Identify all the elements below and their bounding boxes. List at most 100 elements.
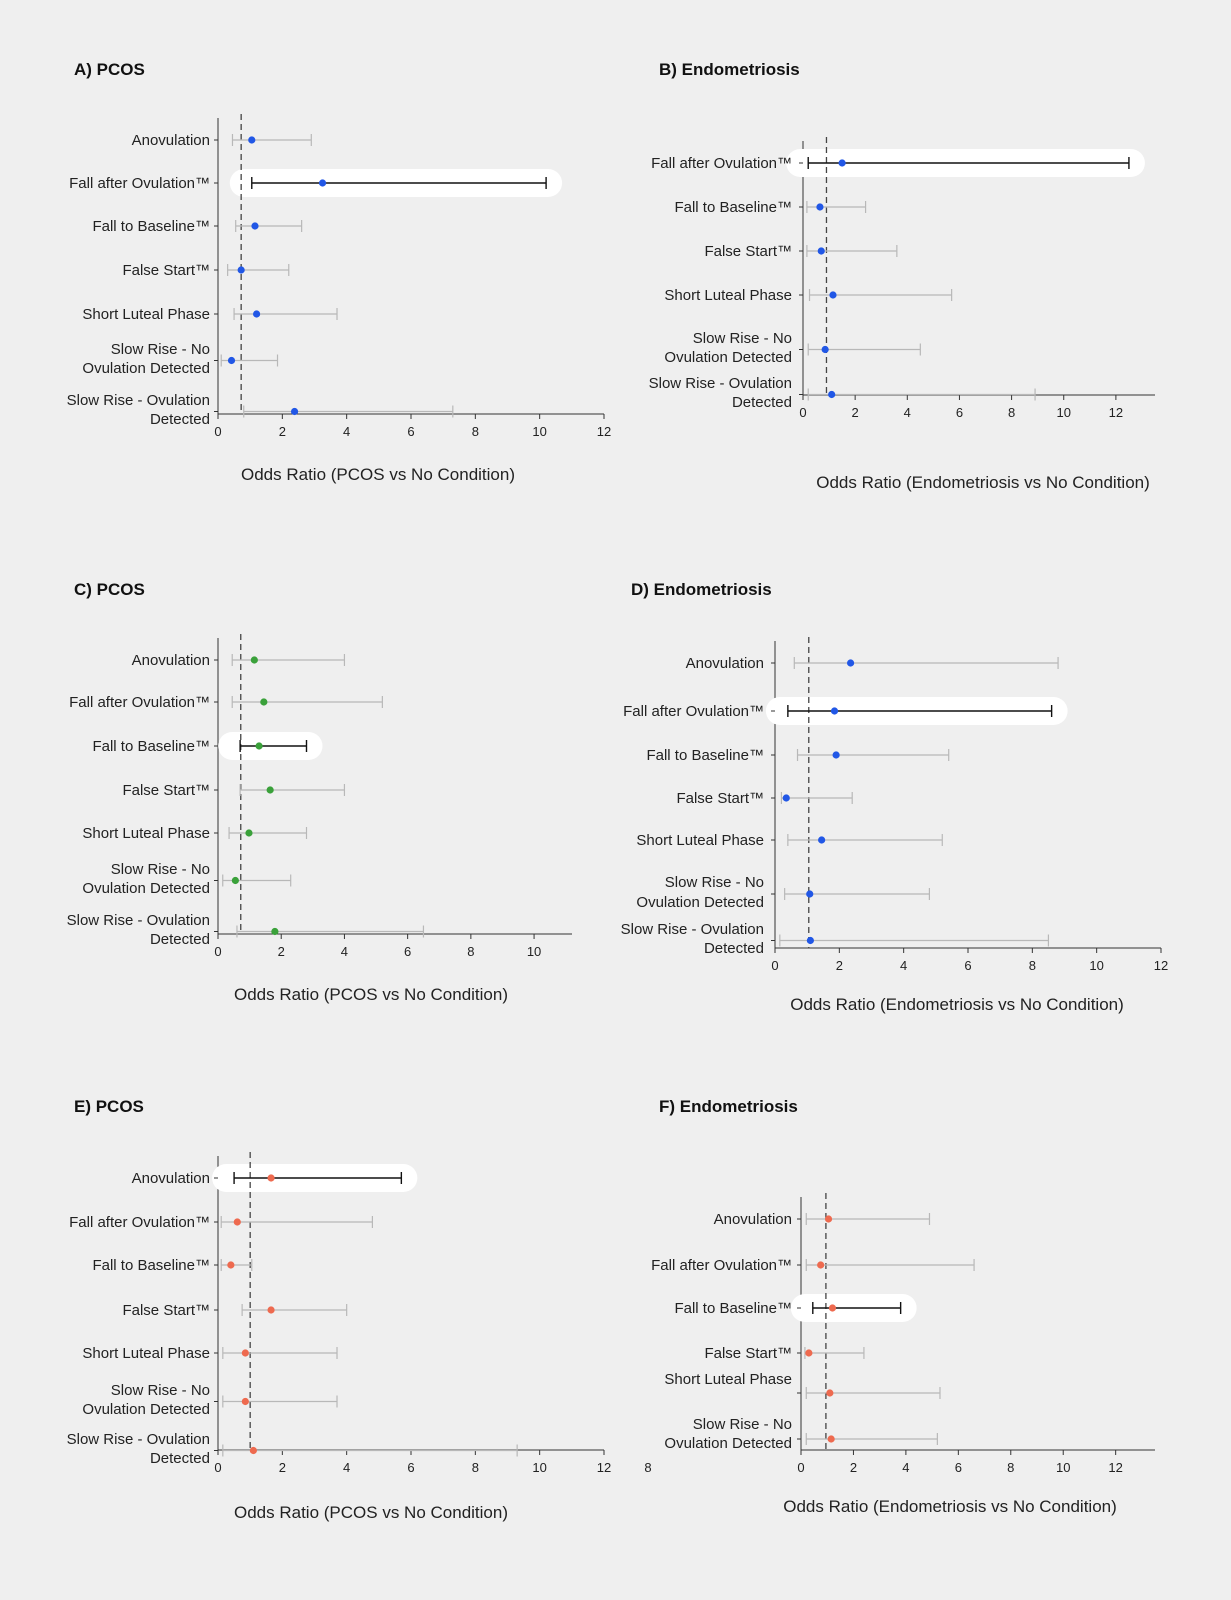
odds-ratio-point bbox=[806, 890, 814, 898]
odds-ratio-point bbox=[267, 1174, 275, 1182]
x-tick-label: 12 bbox=[1154, 958, 1168, 973]
x-tick-label: 12 bbox=[1108, 1460, 1122, 1475]
odds-ratio-point bbox=[816, 203, 824, 211]
x-tick-label: 0 bbox=[214, 424, 221, 439]
category-label: False Start™ bbox=[704, 243, 792, 260]
x-tick-label: 2 bbox=[278, 944, 285, 959]
panel-d: D) Endometriosis 0 2 4 6 8 10 12 Odds Ratio (End… bbox=[621, 580, 1169, 1014]
category-label: Short Luteal Phase bbox=[82, 825, 210, 842]
x-tick-label: 4 bbox=[904, 405, 911, 420]
category-label: Fall after Ovulation™ bbox=[69, 694, 210, 711]
panel-e: E) PCOS 0 2 4 6 8 10 12 Odds Ratio (PCOS vs No C… bbox=[67, 1097, 612, 1522]
category-label: Anovulation bbox=[132, 652, 210, 669]
category-label: Slow Rise - Ovulation Detected bbox=[67, 912, 210, 948]
category-label: False Start™ bbox=[122, 782, 210, 799]
category-label: False Start™ bbox=[704, 1345, 792, 1362]
category-label: Fall to Baseline™ bbox=[92, 738, 210, 755]
x-tick-label: 10 bbox=[532, 1460, 546, 1475]
x-tick-label-extra: 8 bbox=[644, 1460, 651, 1475]
category-label: Slow Rise - No Ovulation Detected bbox=[664, 1416, 792, 1452]
x-tick-label: 0 bbox=[799, 405, 806, 420]
x-tick-label: 0 bbox=[214, 1460, 221, 1475]
x-axis-label: Odds Ratio (PCOS vs No Condition) bbox=[234, 985, 508, 1004]
x-tick-label: 12 bbox=[1109, 405, 1123, 420]
odds-ratio-point bbox=[248, 136, 256, 144]
x-tick-label: 4 bbox=[343, 424, 350, 439]
x-tick-label: 2 bbox=[850, 1460, 857, 1475]
x-tick-label: 4 bbox=[341, 944, 348, 959]
odds-ratio-point bbox=[832, 751, 840, 759]
panel-title: D) Endometriosis bbox=[631, 580, 772, 599]
panel-c: C) PCOS 0 2 4 6 8 10 Odds Ratio (PCOS vs No Con… bbox=[67, 580, 572, 1004]
odds-ratio-point bbox=[249, 1446, 257, 1455]
odds-ratio-point bbox=[821, 345, 829, 354]
category-label: Short Luteal Phase bbox=[664, 1371, 792, 1388]
x-tick-label: 0 bbox=[214, 944, 221, 959]
odds-ratio-point bbox=[251, 222, 259, 230]
x-tick-label: 8 bbox=[472, 1460, 479, 1475]
odds-ratio-point bbox=[227, 1261, 235, 1269]
x-tick-label: 12 bbox=[597, 424, 611, 439]
x-tick-label: 8 bbox=[1029, 958, 1036, 973]
x-axis-label: Odds Ratio (Endometriosis vs No Conditio… bbox=[816, 473, 1150, 492]
category-label: Fall after Ovulation™ bbox=[651, 155, 792, 172]
x-tick-label: 10 bbox=[527, 944, 541, 959]
odds-ratio-point bbox=[817, 1261, 825, 1269]
category-label: Fall to Baseline™ bbox=[674, 199, 792, 216]
odds-ratio-point bbox=[828, 1304, 837, 1312]
odds-ratio-point bbox=[237, 266, 245, 274]
panel-title: C) PCOS bbox=[74, 580, 145, 599]
category-label: Slow Rise - Ovulation Detected bbox=[67, 1431, 210, 1467]
odds-ratio-point bbox=[245, 829, 253, 837]
x-tick-label: 4 bbox=[343, 1460, 350, 1475]
category-label: Fall after Ovulation™ bbox=[69, 175, 210, 192]
odds-ratio-point bbox=[805, 1349, 813, 1357]
x-tick-label: 2 bbox=[852, 405, 859, 420]
odds-ratio-point bbox=[846, 659, 855, 667]
odds-ratio-point bbox=[267, 1306, 275, 1314]
category-label: Anovulation bbox=[132, 1170, 210, 1187]
odds-ratio-point bbox=[806, 936, 814, 945]
x-tick-label: 8 bbox=[1008, 405, 1015, 420]
panel-title: A) PCOS bbox=[74, 60, 145, 79]
category-label: False Start™ bbox=[122, 1302, 210, 1319]
x-tick-label: 6 bbox=[404, 944, 411, 959]
x-tick-label: 0 bbox=[797, 1460, 804, 1475]
odds-ratio-point bbox=[830, 707, 839, 715]
x-tick-label: 6 bbox=[407, 1460, 414, 1475]
odds-ratio-point bbox=[838, 159, 846, 167]
odds-ratio-point bbox=[241, 1397, 249, 1406]
category-label: Short Luteal Phase bbox=[636, 832, 764, 849]
category-label: Slow Rise - No Ovulation Detected bbox=[82, 861, 210, 897]
odds-ratio-point bbox=[260, 698, 268, 706]
category-label: Fall to Baseline™ bbox=[646, 747, 764, 764]
category-label: Slow Rise - No Ovulation Detected bbox=[82, 341, 210, 377]
odds-ratio-point bbox=[828, 390, 836, 399]
x-tick-label: 0 bbox=[771, 958, 778, 973]
category-label: False Start™ bbox=[676, 790, 764, 807]
odds-ratio-point bbox=[829, 291, 837, 299]
category-label: Slow Rise - Ovulation Detected bbox=[649, 375, 792, 411]
odds-ratio-point bbox=[250, 656, 258, 664]
x-tick-label: 10 bbox=[1057, 405, 1071, 420]
x-tick-label: 2 bbox=[279, 1460, 286, 1475]
x-tick-label: 2 bbox=[279, 424, 286, 439]
odds-ratio-point bbox=[231, 876, 239, 885]
category-label: Fall to Baseline™ bbox=[674, 1300, 792, 1317]
category-label: Slow Rise - No Ovulation Detected bbox=[82, 1382, 210, 1418]
x-tick-label: 10 bbox=[1089, 958, 1103, 973]
category-label: Short Luteal Phase bbox=[82, 306, 210, 323]
x-tick-label: 8 bbox=[1007, 1460, 1014, 1475]
category-label: Fall after Ovulation™ bbox=[69, 1214, 210, 1231]
odds-ratio-point bbox=[827, 1435, 835, 1443]
x-tick-label: 4 bbox=[902, 1460, 909, 1475]
x-tick-label: 6 bbox=[964, 958, 971, 973]
odds-ratio-point bbox=[824, 1215, 833, 1223]
x-tick-label: 12 bbox=[597, 1460, 611, 1475]
category-label: Short Luteal Phase bbox=[82, 1345, 210, 1362]
odds-ratio-point bbox=[253, 310, 261, 318]
panel-title: F) Endometriosis bbox=[659, 1097, 798, 1116]
odds-ratio-point bbox=[782, 794, 790, 802]
odds-ratio-point bbox=[266, 786, 274, 794]
